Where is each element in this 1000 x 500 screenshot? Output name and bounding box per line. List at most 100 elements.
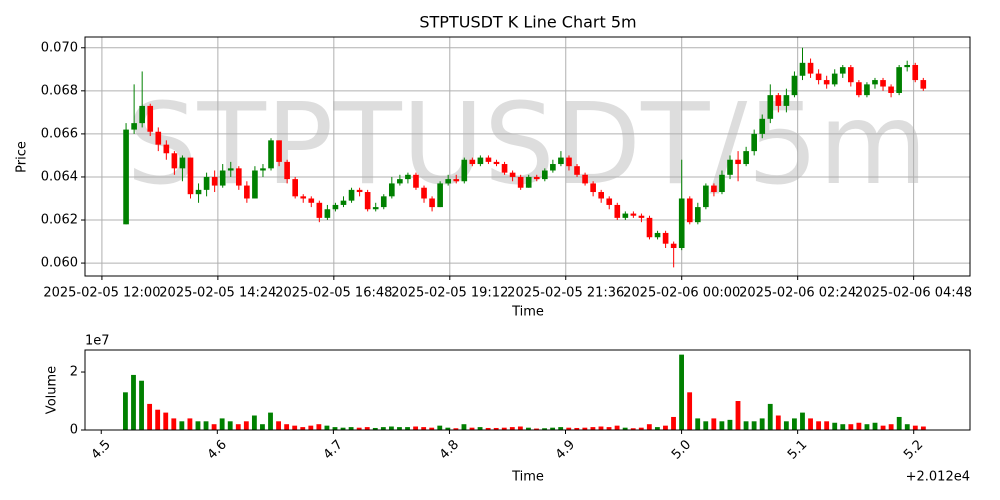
x-tick-label: 4.5 <box>89 437 114 462</box>
volume-bar <box>187 418 193 430</box>
volume-bar <box>380 427 386 430</box>
candle-body <box>268 140 274 169</box>
x-tick-label: 2025-02-05 16:48 <box>275 286 392 301</box>
volume-bar <box>356 427 362 430</box>
candle-body <box>920 80 927 89</box>
volume-bar <box>163 412 169 430</box>
volume-bar <box>864 424 870 430</box>
x-tick-label: 4.7 <box>321 437 346 462</box>
y-tick-label: 0.068 <box>41 83 78 98</box>
candle-body <box>517 176 524 188</box>
candle-body <box>219 170 226 186</box>
candle-body <box>509 172 516 177</box>
volume-bar <box>123 392 128 430</box>
volume-bar <box>203 421 209 430</box>
volume-bar <box>638 427 644 430</box>
volume-bar <box>711 418 717 430</box>
candle-body <box>227 168 234 171</box>
volume-bar <box>751 421 757 430</box>
x-tick-label: 5.0 <box>669 437 694 462</box>
watermark: STPTUSDT/5m <box>126 80 927 210</box>
volume-bar <box>348 427 354 430</box>
candle-body <box>244 185 250 199</box>
volume-bar <box>582 427 588 430</box>
candle-body <box>662 232 669 244</box>
candle-body <box>380 196 387 208</box>
candle-body <box>324 209 331 218</box>
volume-bar <box>566 427 572 430</box>
candle-body <box>904 64 911 68</box>
volume-bar <box>461 424 467 430</box>
candle-body <box>783 95 790 106</box>
volume-bar <box>388 426 394 430</box>
volume-bar <box>743 421 749 430</box>
candle-body <box>654 232 661 238</box>
candle-body <box>445 179 451 184</box>
volume-bar <box>727 419 733 430</box>
volume-bar <box>759 418 765 430</box>
candle-body <box>590 183 596 193</box>
volume-bar <box>872 422 878 430</box>
volume-bar <box>517 426 523 430</box>
volume-bar <box>284 424 290 430</box>
candle-body <box>606 198 613 205</box>
candle-body <box>203 176 210 190</box>
candle-body <box>123 129 129 225</box>
candle-body <box>775 95 782 106</box>
candle-body <box>477 157 484 165</box>
candle-body <box>284 161 290 180</box>
volume-bar <box>276 421 281 430</box>
candle-body <box>501 164 508 173</box>
candle-body <box>260 168 266 171</box>
x-tick-label: 4.6 <box>205 437 230 462</box>
volume-bar <box>397 427 402 430</box>
candle-body <box>823 80 830 85</box>
volume-bar <box>663 425 668 430</box>
x-axis-label: Time <box>511 305 544 320</box>
volume-bar <box>767 403 773 430</box>
candle-body <box>195 189 202 195</box>
candle-body <box>735 159 741 165</box>
candle-body <box>187 157 194 195</box>
volume-bar <box>888 424 894 430</box>
volume-bar <box>332 427 338 430</box>
candle-body <box>550 164 556 171</box>
volume-bar <box>300 427 306 430</box>
x-tick-label: 2025-02-05 19:12 <box>391 286 508 301</box>
volume-bar <box>219 418 225 430</box>
candle-body <box>421 187 427 199</box>
volume-bar <box>816 421 822 430</box>
candle-body <box>332 204 339 210</box>
chart-title: STPTUSDT K Line Chart 5m <box>419 13 636 32</box>
volume-bar <box>445 427 451 430</box>
volume-bar <box>800 412 805 430</box>
volume-bar <box>469 427 475 430</box>
x-tick-label: 2025-02-05 21:36 <box>507 286 624 301</box>
candle-body <box>388 183 395 197</box>
candle-body <box>308 198 315 203</box>
volume-bar <box>824 421 830 430</box>
volume-bar <box>139 380 144 430</box>
volume-bar <box>131 374 136 430</box>
candle-body <box>896 67 902 93</box>
volume-bar <box>840 424 846 430</box>
volume-bar <box>574 427 580 430</box>
x-tick-label: 4.9 <box>553 437 578 462</box>
x-tick-label: 2025-02-06 04:48 <box>855 286 972 301</box>
candle-body <box>316 202 323 218</box>
volume-bar <box>485 427 491 430</box>
candle-body <box>622 213 629 218</box>
candle-body <box>292 179 298 197</box>
y-tick-label: 0 <box>70 423 78 438</box>
candle-body <box>574 166 580 175</box>
volume-bar <box>679 354 684 430</box>
volume-bar <box>308 425 314 430</box>
volume-bar <box>880 425 886 430</box>
candle-body <box>767 95 774 119</box>
candle-body <box>139 105 145 124</box>
candle-body <box>872 80 878 85</box>
volume-bar <box>227 421 233 430</box>
volume-bar <box>630 428 636 430</box>
volume-bar <box>509 427 515 430</box>
candle-body <box>839 67 846 74</box>
